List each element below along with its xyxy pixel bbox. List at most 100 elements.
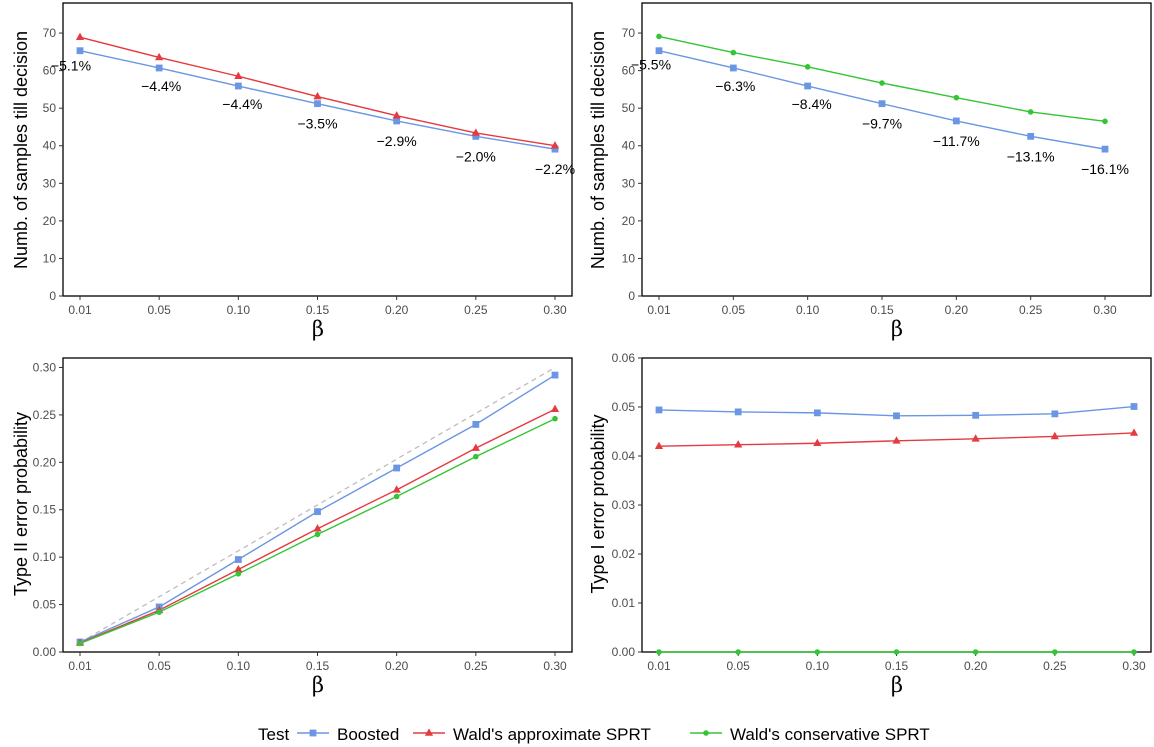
series-point-0 — [813, 409, 821, 417]
series-point-0 — [1130, 403, 1138, 410]
x-tick-label: 0.20 — [964, 659, 988, 673]
y-tick-label: 30 — [622, 176, 636, 190]
x-tick-label: 0.15 — [306, 659, 330, 673]
series-point-1 — [392, 485, 401, 493]
series-point-2 — [735, 649, 741, 655]
series-point-1 — [813, 438, 822, 447]
data-label: −9.7% — [862, 116, 902, 132]
x-tick-label: 0.20 — [385, 659, 409, 673]
series-point-1 — [471, 128, 480, 136]
series-point-0 — [729, 64, 737, 72]
y-tick-label: 20 — [43, 214, 57, 228]
series-point-1 — [879, 80, 885, 86]
x-axis-title: β — [891, 317, 903, 341]
legend-title: Test — [258, 725, 289, 744]
series-point-0 — [1051, 410, 1059, 418]
y-tick-label: 0.02 — [612, 547, 636, 561]
x-tick-label: 0.01 — [647, 659, 671, 673]
y-axis-title: Numb. of samples till decision — [588, 31, 608, 269]
data-label: −8.4% — [792, 96, 832, 112]
x-tick-label: 0.05 — [722, 303, 746, 317]
y-tick-label: 40 — [43, 139, 57, 153]
series-point-2 — [473, 453, 479, 460]
y-tick-label: 10 — [43, 251, 57, 265]
series-point-1 — [1102, 118, 1108, 125]
data-label: −4.4% — [222, 96, 262, 112]
x-tick-label: 0.15 — [885, 659, 909, 673]
x-tick-label: 0.10 — [227, 659, 251, 673]
series-point-0 — [551, 371, 559, 379]
legend-entry: Wald's conservative SPRT — [690, 725, 930, 744]
x-tick-label: 0.25 — [1019, 303, 1043, 317]
x-tick-label: 0.01 — [68, 659, 92, 673]
series-point-1 — [730, 49, 737, 56]
reference-line — [79, 366, 556, 644]
series-point-0 — [314, 100, 321, 108]
series-point-0 — [655, 47, 663, 55]
series-point-0 — [393, 464, 401, 472]
x-axis-title: β — [312, 317, 324, 341]
x-tick-label: 0.20 — [945, 303, 969, 317]
x-tick-label: 0.30 — [543, 303, 567, 317]
series-point-1 — [1027, 109, 1034, 115]
y-tick-label: 10 — [622, 251, 636, 265]
y-tick-label: 60 — [622, 64, 636, 78]
series-point-0 — [972, 411, 980, 419]
y-tick-label: 20 — [622, 214, 636, 228]
y-tick-label: 0.05 — [33, 598, 57, 612]
series-point-2 — [314, 531, 321, 538]
series-point-1 — [550, 404, 560, 413]
series-point-1 — [804, 64, 811, 70]
y-tick-label: 0.00 — [612, 645, 636, 659]
chart-panel-top-right: 0 10 20 30 40 50 60 70 0.01 0.05 0.10 0.15 0.20 0.25 0… — [588, 2, 1152, 341]
data-label: −6.3% — [715, 78, 755, 94]
y-tick-label: 70 — [622, 26, 636, 40]
data-label: −2.0% — [456, 148, 496, 164]
y-tick-label: 0.20 — [33, 455, 57, 469]
series-point-2 — [893, 649, 900, 655]
x-tick-label: 0.05 — [726, 659, 750, 673]
x-tick-label: 0.25 — [1043, 659, 1067, 673]
series-point-2 — [156, 609, 162, 615]
legend-label: Wald's approximate SPRT — [453, 725, 651, 744]
series-point-0 — [234, 556, 242, 563]
y-tick-label: 0.25 — [33, 408, 57, 422]
series-point-1 — [971, 434, 980, 442]
series-point-1 — [654, 441, 664, 449]
x-tick-label: 0.10 — [796, 303, 820, 317]
panel-frame — [641, 357, 1152, 653]
x-tick-label: 0.30 — [1093, 303, 1117, 317]
y-tick-label: 0.15 — [33, 503, 57, 517]
data-label: −2.2% — [535, 161, 575, 177]
x-tick-label: 0.05 — [147, 303, 171, 317]
data-label: −5.5% — [631, 57, 671, 73]
series-point-1 — [313, 524, 322, 532]
y-tick-label: 0 — [628, 289, 635, 303]
legend-label: Wald's conservative SPRT — [730, 725, 930, 744]
legend-entry: Boosted — [297, 725, 399, 744]
x-tick-label: 0.30 — [543, 659, 567, 673]
series-point-0 — [551, 145, 559, 153]
x-tick-label: 0.10 — [806, 659, 830, 673]
x-axis-title: β — [891, 673, 903, 697]
legend-swatch-marker — [309, 729, 317, 737]
series-point-0 — [804, 82, 812, 90]
series-point-1 — [75, 32, 85, 40]
series-point-1 — [953, 94, 960, 101]
x-tick-label: 0.25 — [464, 303, 488, 317]
series-point-1 — [155, 52, 164, 61]
y-tick-label: 0.04 — [612, 449, 636, 463]
x-tick-label: 0.20 — [385, 303, 409, 317]
data-label: −11.7% — [933, 133, 980, 149]
series-point-1 — [1129, 428, 1139, 436]
series-point-0 — [1027, 132, 1035, 140]
x-tick-label: 0.10 — [227, 303, 251, 317]
y-tick-label: 0.10 — [33, 550, 57, 564]
data-label: −16.1% — [1081, 161, 1129, 177]
x-tick-label: 0.01 — [68, 303, 92, 317]
legend-entries: Boosted Wald's approximate SPRT Wald's con… — [297, 725, 930, 744]
x-axis-title: β — [312, 673, 324, 697]
chart-panel-bottom-right: 0.00 0.01 0.02 0.03 0.04 0.05 0.06 0.01 0.05 0.10… — [588, 351, 1152, 697]
